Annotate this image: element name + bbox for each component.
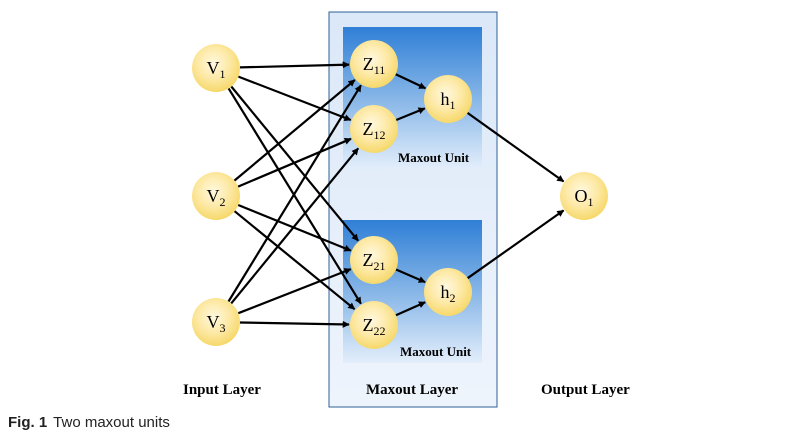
- node-label-z22: Z22: [363, 315, 386, 338]
- node-label-base-v1: V: [207, 58, 220, 78]
- arrow-v3-to-z21: [237, 268, 352, 315]
- arrow-v2-to-z12: [237, 137, 352, 188]
- node-circle-v2: [192, 172, 240, 220]
- node-label-h1: h1: [441, 89, 456, 112]
- node-label-v1: V1: [207, 58, 226, 81]
- arrow-v2-to-z22: [233, 210, 356, 311]
- maxout-layer-label: Maxout Layer: [366, 382, 458, 398]
- input-layer-label: Input Layer: [183, 382, 261, 398]
- node-label-z11: Z11: [363, 54, 386, 77]
- node-label-h2: h2: [441, 282, 456, 305]
- arrow-z22-to-h2: [395, 301, 426, 317]
- node-label-sub-o1: 1: [588, 195, 594, 209]
- output-layer-label: Output Layer: [541, 382, 630, 398]
- arrow-v1-to-z11: [239, 61, 350, 69]
- maxout-unit-label-1: Maxout Unit: [398, 150, 470, 165]
- node-circle-v3: [192, 298, 240, 346]
- node-label-sub-h2: 2: [450, 291, 456, 305]
- node-label-base-o1: O: [575, 186, 588, 206]
- node-circle-h1: [424, 75, 472, 123]
- node-label-v3: V3: [207, 312, 226, 335]
- node-label-z21: Z21: [363, 250, 386, 273]
- arrow-v2-to-z11: [233, 79, 356, 182]
- node-circle-h2: [424, 268, 472, 316]
- node-circle-z21: [350, 236, 398, 284]
- arrow-h1-to-o1: [466, 112, 565, 183]
- node-z12: Z12: [350, 105, 398, 153]
- node-label-sub-h1: 1: [450, 98, 456, 112]
- arrow-z12-to-h1: [395, 107, 426, 122]
- node-v3: V3: [192, 298, 240, 346]
- node-z22: Z22: [350, 301, 398, 349]
- node-circle-z22: [350, 301, 398, 349]
- node-h2: h2: [424, 268, 472, 316]
- arrow-h2-to-o1: [466, 209, 565, 280]
- node-label-v2: V2: [207, 186, 226, 209]
- node-v1: V1: [192, 44, 240, 92]
- node-label-sub-v3: 3: [220, 321, 226, 335]
- arrow-z11-to-h1: [395, 73, 427, 90]
- node-label-base-v3: V: [207, 312, 220, 332]
- node-circle-z11: [350, 40, 398, 88]
- arrow-z21-to-h2: [395, 268, 426, 284]
- node-label-sub-v1: 1: [220, 67, 226, 81]
- node-label-base-z11: Z: [363, 54, 374, 74]
- node-circle-v1: [192, 44, 240, 92]
- node-label-sub-z21: 21: [374, 259, 386, 273]
- node-o1: O1: [560, 172, 608, 220]
- figure-caption-text: Two maxout units: [53, 414, 170, 431]
- node-label-sub-z22: 22: [374, 324, 386, 338]
- node-circle-z12: [350, 105, 398, 153]
- node-v2: V2: [192, 172, 240, 220]
- maxout-unit-label-2: Maxout Unit: [400, 344, 472, 359]
- node-label-sub-z12: 12: [374, 128, 386, 142]
- arrow-v3-to-z12: [230, 147, 360, 305]
- arrow-v1-to-z22: [227, 87, 362, 305]
- figure-caption: Fig. 1 Two maxout units: [8, 414, 170, 431]
- maxout-diagram: Maxout Unit Maxout Unit V1V2V3Z11Z12Z21Z…: [183, 11, 630, 408]
- connection-arrows: [227, 61, 565, 328]
- node-label-base-h1: h: [441, 89, 450, 109]
- node-label-base-z12: Z: [363, 119, 374, 139]
- arrow-v1-to-z12: [238, 75, 352, 122]
- node-label-z12: Z12: [363, 119, 386, 142]
- node-label-sub-v2: 2: [220, 195, 226, 209]
- node-label-base-z21: Z: [363, 250, 374, 270]
- node-label-base-h2: h: [441, 282, 450, 302]
- node-h1: h1: [424, 75, 472, 123]
- node-label-o1: O1: [575, 186, 594, 209]
- node-label-base-v2: V: [207, 186, 220, 206]
- node-label-sub-z11: 11: [374, 63, 386, 77]
- arrow-v3-to-z11: [227, 84, 362, 303]
- node-label-base-z22: Z: [363, 315, 374, 335]
- figure-number: Fig. 1: [8, 414, 48, 431]
- node-circle-o1: [560, 172, 608, 220]
- node-z21: Z21: [350, 236, 398, 284]
- node-z11: Z11: [350, 40, 398, 88]
- arrow-v3-to-z22: [239, 320, 350, 328]
